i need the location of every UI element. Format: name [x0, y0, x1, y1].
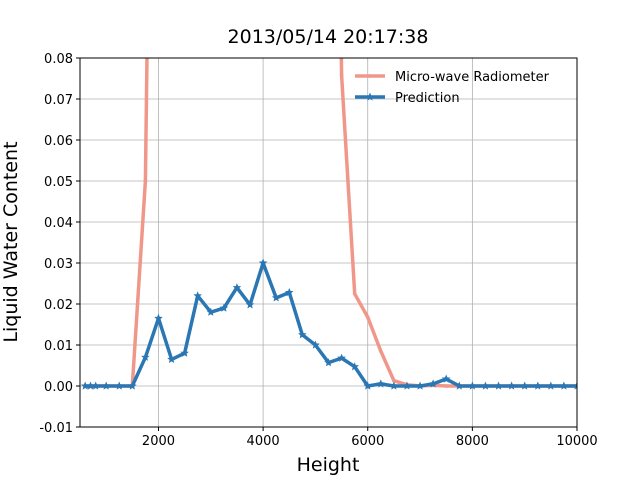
marker: [128, 381, 137, 390]
y-tick-label: 0.02: [44, 298, 73, 313]
marker: [363, 381, 372, 390]
marker: [206, 307, 216, 316]
marker: [441, 374, 451, 383]
chart-title: 2013/05/14 20:17:38: [228, 26, 429, 48]
marker: [219, 303, 229, 312]
marker: [271, 293, 281, 302]
axes-frame: [79, 57, 578, 428]
marker: [350, 362, 359, 371]
marker: [232, 283, 242, 292]
legend-label: Prediction: [395, 91, 460, 106]
marker: [143, 179, 148, 183]
marker: [520, 381, 529, 390]
y-tick-label: 0.05: [44, 175, 73, 190]
marker: [533, 381, 542, 390]
marker: [352, 291, 357, 296]
marker: [180, 348, 189, 357]
x-tick-label: 4000: [247, 434, 280, 449]
marker: [365, 315, 370, 319]
marker: [91, 381, 100, 390]
y-axis-label: Liquid Water Content: [0, 141, 22, 342]
plot-area: [81, 58, 577, 390]
marker: [298, 330, 307, 339]
marker: [494, 381, 503, 390]
marker: [559, 381, 569, 390]
marker: [455, 381, 464, 390]
y-tick-label: 0.04: [44, 216, 73, 231]
legend-label: Micro-wave Radiometer: [395, 70, 550, 85]
y-tick-label: 0.06: [44, 134, 73, 149]
marker: [311, 340, 320, 349]
legend-marker: [368, 74, 372, 78]
legend-marker: [365, 92, 375, 101]
marker: [546, 381, 556, 390]
marker: [339, 73, 344, 78]
marker: [444, 384, 449, 388]
x-tick-label: 2000: [142, 434, 175, 449]
line: [85, 261, 577, 388]
y-tick-label: 0.03: [44, 257, 73, 272]
marker: [258, 258, 268, 267]
marker: [154, 313, 163, 322]
marker: [389, 381, 399, 390]
marker: [507, 381, 516, 390]
x-tick-label: 6000: [351, 434, 384, 449]
y-tick-label: 0.08: [44, 52, 73, 67]
marker: [402, 381, 412, 390]
marker: [379, 349, 383, 353]
y-tick-label: 0.01: [44, 339, 73, 354]
marker: [428, 379, 438, 388]
marker: [468, 381, 477, 390]
marker: [572, 381, 577, 390]
marker: [115, 381, 124, 390]
marker: [167, 354, 176, 363]
x-axis-label: Height: [297, 454, 360, 476]
marker: [141, 352, 150, 361]
marker: [392, 378, 396, 383]
y-tick-label: 0.00: [44, 380, 73, 395]
marker: [324, 358, 333, 367]
marker: [337, 353, 346, 362]
marker: [193, 291, 202, 300]
x-tick-label: 8000: [456, 434, 489, 449]
marker: [376, 379, 386, 388]
marker: [86, 381, 95, 390]
marker: [245, 300, 255, 309]
marker: [81, 381, 90, 390]
y-tick-label: -0.01: [39, 421, 73, 436]
marker: [415, 381, 425, 390]
marker: [285, 288, 294, 297]
marker: [481, 381, 490, 390]
marker: [101, 381, 111, 390]
x-tick-label: 10000: [556, 434, 597, 449]
y-tick-label: 0.07: [44, 93, 73, 108]
